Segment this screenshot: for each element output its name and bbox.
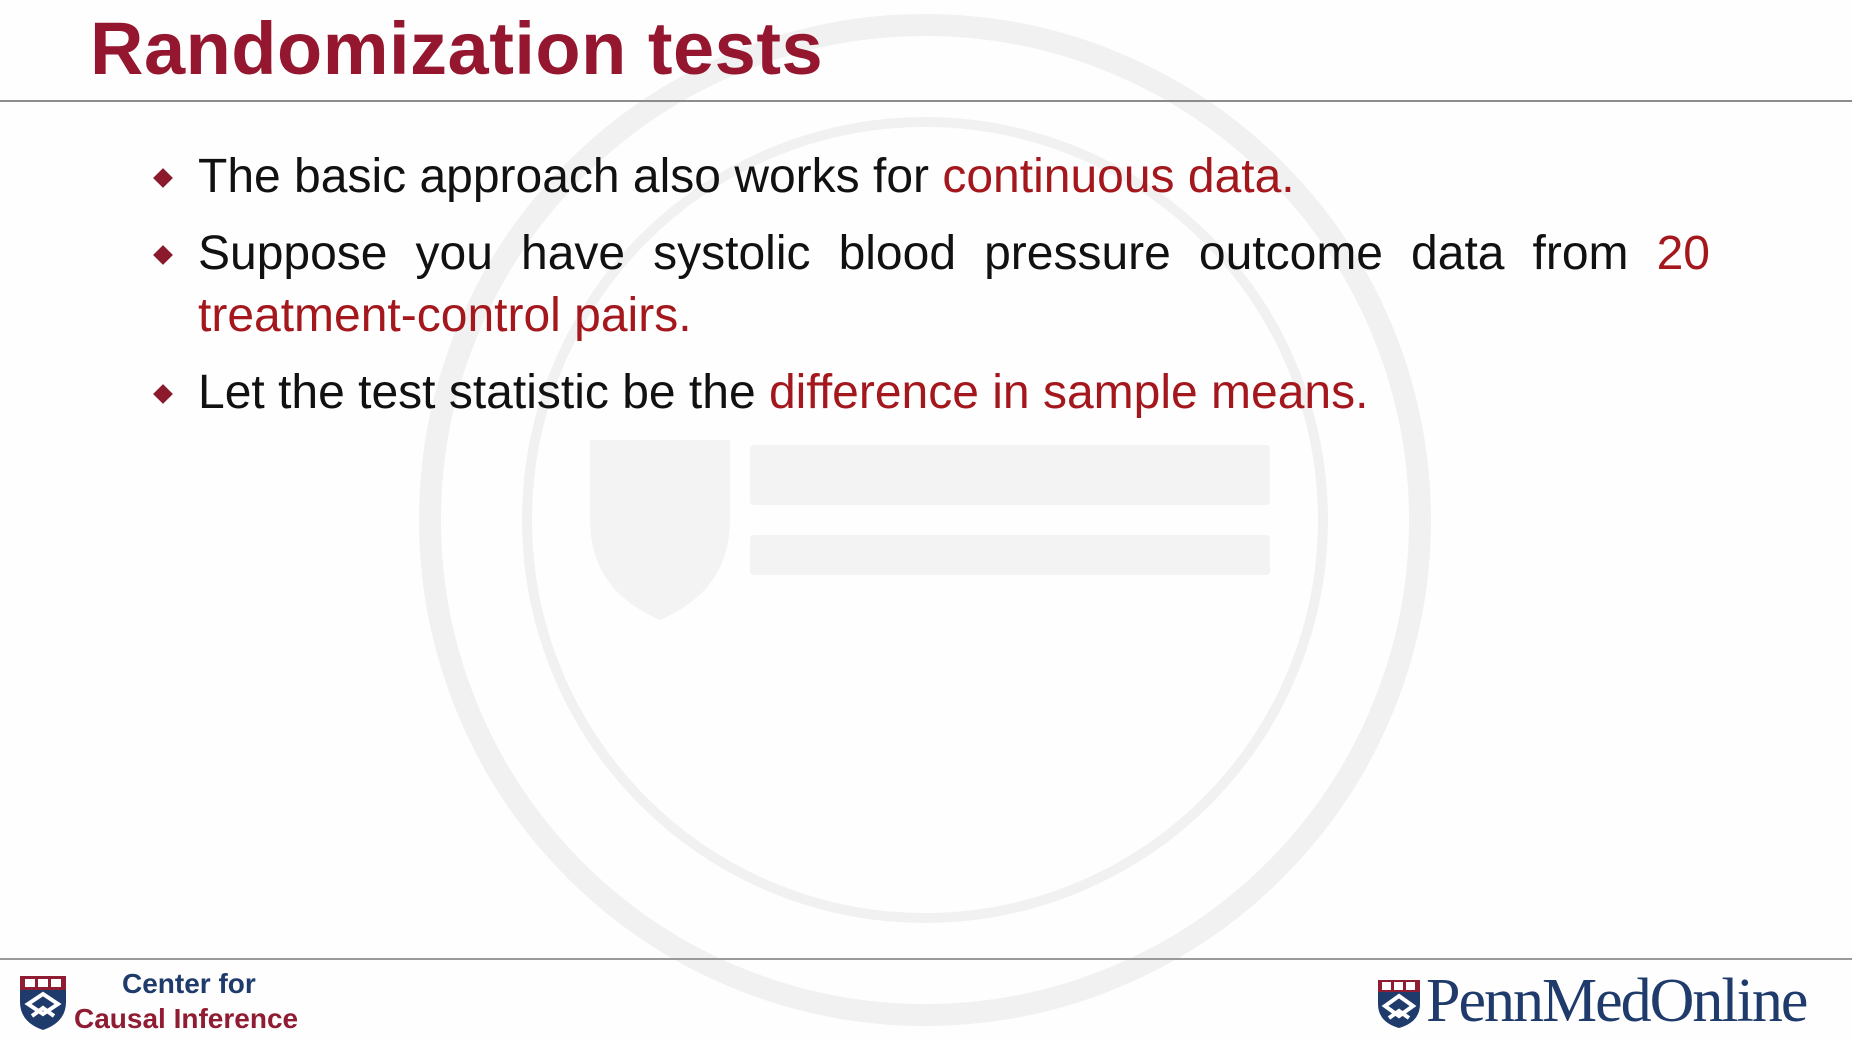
footer-divider [0, 958, 1852, 960]
bullet-text: Suppose you have systolic blood pressure… [198, 227, 1657, 280]
bullet-item: Suppose you have systolic blood pressure… [150, 223, 1710, 347]
diamond-bullet-icon [153, 384, 173, 404]
penn-shield-icon [20, 976, 66, 1030]
bullet-emphasis-text: 20 treatment-control pairs. [198, 227, 1710, 342]
bullet-text: Let the test statistic be the [198, 366, 769, 419]
bullet-item: Let the test statistic be the difference… [150, 362, 1710, 424]
center-for-causal-inference-logo: Center for Causal Inference [18, 966, 318, 1036]
penn-shield-icon [1378, 980, 1420, 1028]
logo-text-causal-inference: Causal Inference [74, 1003, 299, 1034]
bullet-emphasis-text: difference in sample means. [768, 366, 1369, 419]
bullet-list: The basic approach also works for contin… [150, 146, 1710, 439]
bullet-item: The basic approach also works for contin… [150, 146, 1710, 208]
logo-text-pennmedonline: PennMedOnline [1426, 967, 1808, 1035]
diamond-bullet-icon [153, 168, 173, 188]
logo-text-center-for: Center for [122, 968, 256, 999]
slide-title: Randomization tests [90, 7, 824, 90]
diamond-bullet-icon [153, 245, 173, 265]
bullet-text: The basic approach also works for [198, 150, 943, 203]
title-divider [0, 100, 1852, 102]
pennmedonline-logo: PennMedOnline [1372, 967, 1850, 1035]
bullet-emphasis-text: continuous data. [942, 150, 1295, 203]
